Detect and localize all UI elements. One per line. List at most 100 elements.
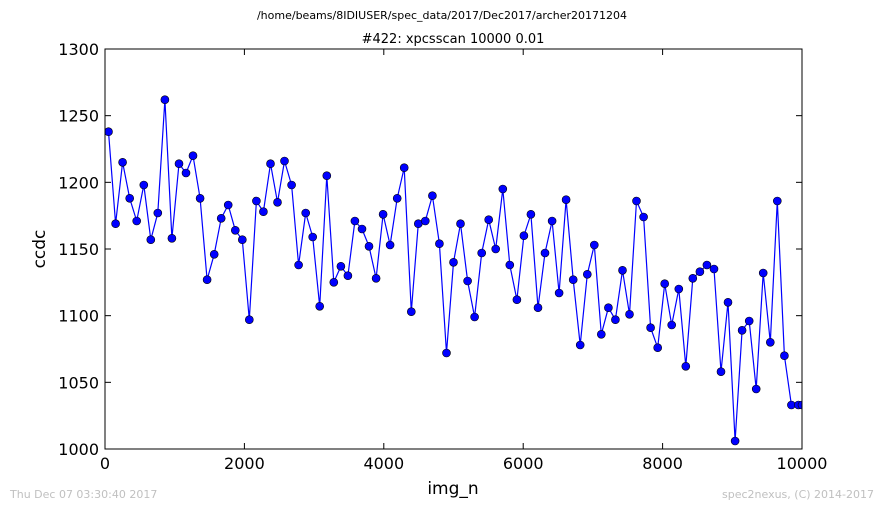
x-tick-label: 10000: [777, 454, 828, 473]
data-point: [449, 257, 458, 267]
data-point: [371, 273, 381, 283]
footer-credit: spec2nexus, (C) 2014-2017: [722, 488, 874, 501]
data-point: [744, 316, 754, 326]
data-point: [751, 384, 761, 394]
data-point: [105, 127, 113, 136]
data-point: [463, 276, 472, 286]
data-point: [287, 180, 296, 190]
data-point: [568, 275, 578, 285]
data-point: [329, 277, 339, 287]
data-point: [111, 219, 120, 228]
data-point: [125, 194, 134, 203]
data-point: [322, 171, 332, 180]
data-point: [491, 244, 501, 254]
data-point: [392, 194, 402, 203]
data-point: [118, 158, 127, 167]
data-point: [428, 191, 437, 200]
data-point: [252, 196, 261, 206]
footer-timestamp: Thu Dec 07 03:30:40 2017: [10, 488, 158, 501]
data-point: [435, 239, 444, 248]
data-point: [730, 436, 740, 446]
data-point: [223, 200, 233, 210]
data-point: [209, 250, 219, 259]
data-point: [202, 275, 212, 285]
data-point: [596, 329, 606, 339]
data-point: [512, 295, 522, 305]
data-point: [456, 219, 465, 228]
y-tick-label: 1300: [58, 40, 99, 59]
data-point: [146, 235, 156, 244]
x-tick-label: 6000: [503, 454, 544, 473]
data-point: [477, 248, 487, 258]
data-point: [618, 265, 627, 275]
data-point: [350, 216, 360, 226]
data-point: [625, 309, 634, 319]
data-point: [195, 194, 205, 203]
data-point: [758, 268, 768, 278]
y-axis-label: ccdc: [30, 230, 50, 269]
data-point: [153, 208, 163, 218]
plot-frame: [104, 48, 803, 450]
data-point: [540, 248, 550, 258]
data-point: [420, 216, 430, 226]
data-point: [406, 307, 416, 317]
x-tick-label: 8000: [642, 454, 683, 473]
data-point: [308, 232, 318, 242]
data-point: [639, 212, 648, 222]
data-point: [723, 297, 733, 307]
x-tick-label: 0: [100, 454, 110, 473]
data-point: [364, 242, 374, 251]
data-point: [181, 168, 191, 178]
data-point: [385, 240, 395, 250]
x-tick-label: 4000: [363, 454, 404, 473]
data-point: [716, 367, 726, 377]
data-point: [519, 231, 529, 240]
data-point: [667, 320, 677, 330]
data-point: [294, 260, 303, 270]
data-point: [238, 235, 247, 244]
data-point: [188, 151, 198, 160]
data-point: [273, 198, 282, 207]
data-point: [575, 340, 585, 350]
chart-title: #422: xpcsscan 10000 0.01: [362, 32, 545, 47]
y-tick-label: 1250: [58, 107, 99, 126]
plot-area: 0 2000 4000 6000 8000 10000 1000 1050 1100 1150 12…: [58, 40, 827, 473]
data-point: [259, 207, 268, 216]
data-point: [653, 343, 663, 353]
data-point: [357, 224, 367, 234]
data-point: [484, 215, 494, 224]
data-point: [301, 208, 311, 218]
data-point: [167, 234, 177, 243]
data-point: [547, 216, 557, 226]
data-point: [526, 210, 536, 219]
chart-suptitle: /home/beams/8IDIUSER/spec_data/2017/Dec2…: [257, 9, 627, 22]
data-point: [245, 315, 254, 325]
x-tick-label: 2000: [224, 454, 265, 473]
data-point: [378, 210, 388, 219]
data-point: [216, 214, 226, 223]
y-tick-label: 1100: [58, 307, 99, 326]
data-point: [554, 288, 564, 298]
data-point: [702, 260, 712, 270]
data-point: [442, 348, 451, 358]
x-axis-label: img_n: [427, 479, 478, 499]
data-point: [160, 95, 170, 104]
data-point: [315, 301, 325, 311]
data-point: [674, 284, 684, 294]
data-point: [498, 184, 508, 194]
data-point: [470, 312, 479, 322]
data-point: [709, 264, 719, 274]
data-point: [632, 196, 641, 206]
data-point: [604, 303, 613, 313]
data-point: [231, 226, 240, 235]
data-point: [139, 180, 149, 190]
data-point: [280, 156, 289, 166]
data-point: [174, 159, 184, 168]
data-point: [646, 323, 655, 333]
data-point: [589, 240, 599, 250]
data-point: [132, 216, 141, 226]
y-tick-label: 1150: [58, 240, 99, 259]
series-line: [107, 99, 802, 442]
data-point: [266, 159, 275, 168]
